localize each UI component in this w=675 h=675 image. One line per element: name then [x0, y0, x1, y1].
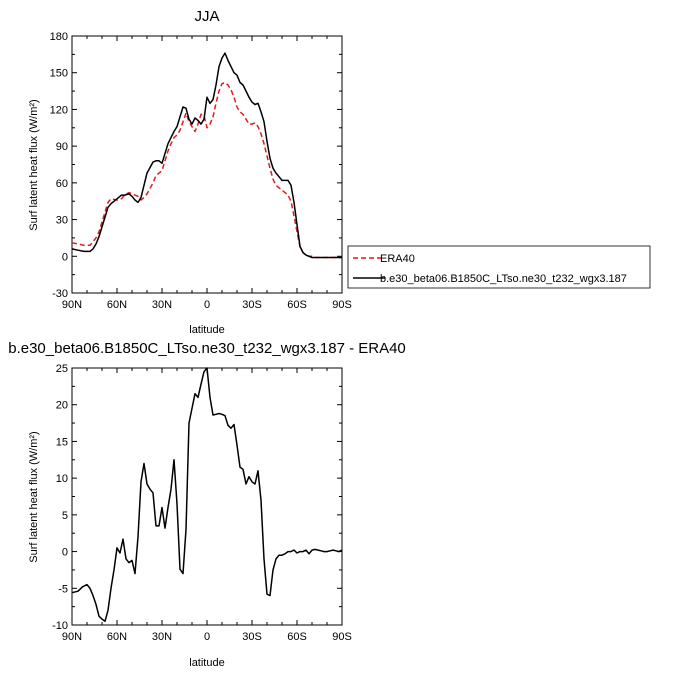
y-tick-label: 5 [62, 510, 68, 522]
x-tick-label: 60N [107, 299, 127, 311]
series-line-era40 [71, 81, 342, 259]
x-axis-label: latitude [189, 324, 224, 336]
x-tick-label: 60S [287, 631, 307, 643]
y-tick-label: 180 [50, 31, 68, 43]
panel-jja: JJA 90N 60N 30N 0 30S 60S 90S -30 0 30 60 90 120 150 1… [28, 8, 651, 336]
y-tick-label: 25 [56, 363, 68, 375]
y-tick-label: 90 [56, 141, 68, 153]
y-tick-label: 60 [56, 178, 68, 190]
legend-box [347, 245, 651, 289]
series-line-difference [71, 367, 343, 623]
y-tick-label: -10 [52, 620, 68, 632]
x-tick-label: 30S [242, 299, 262, 311]
y-tick-label: 0 [62, 547, 68, 559]
plot-area: 90N 60N 30N 0 30S 60S 90S -30 0 30 60 90 120 150 180 [50, 31, 352, 311]
y-tick-label: 120 [50, 104, 68, 116]
x-tick-label: 30N [152, 299, 172, 311]
y-tick-label: -5 [58, 583, 68, 595]
x-tick-label: 60N [107, 631, 127, 643]
y-tick-label: 150 [50, 68, 68, 80]
legend-label-era40: ERA40 [380, 253, 415, 265]
x-tick-label: 90S [332, 299, 352, 311]
panel-difference: b.e30_beta06.B1850C_LTso.ne30_t232_wgx3.… [8, 340, 406, 669]
legend: ERA40 b.e30_beta06.B1850C_LTso.ne30_t232… [347, 245, 651, 289]
plot-frame [71, 367, 343, 626]
x-tick-label: 60S [287, 299, 307, 311]
y-tick-label: -30 [52, 288, 68, 300]
plot-frame [71, 35, 343, 294]
y-tick-label: 15 [56, 436, 68, 448]
x-axis-label: latitude [189, 657, 224, 669]
y-tick-label: 20 [56, 400, 68, 412]
legend-label-model: b.e30_beta06.B1850C_LTso.ne30_t232_wgx3.… [380, 273, 627, 285]
x-tick-label: 90N [62, 631, 82, 643]
x-tick-label: 90N [62, 299, 82, 311]
x-tick-label: 30S [242, 631, 262, 643]
plot-area: 90N 60N 30N 0 30S 60S 90S -10 -5 0 5 10 15 20 25 [52, 363, 352, 643]
y-tick-label: 30 [56, 215, 68, 227]
x-tick-label: 0 [204, 631, 210, 643]
y-tick-label: 10 [56, 473, 68, 485]
x-tick-label: 90S [332, 631, 352, 643]
y-axis-label: Surf latent heat flux (W/m²) [28, 99, 40, 230]
y-axis-label: Surf latent heat flux (W/m²) [28, 431, 40, 562]
x-tick-label: 0 [204, 299, 210, 311]
series-line-model [71, 52, 342, 259]
chart-title: b.e30_beta06.B1850C_LTso.ne30_t232_wgx3.… [8, 340, 406, 357]
chart-title: JJA [194, 8, 219, 25]
y-tick-label: 0 [62, 251, 68, 263]
x-tick-label: 30N [152, 631, 172, 643]
